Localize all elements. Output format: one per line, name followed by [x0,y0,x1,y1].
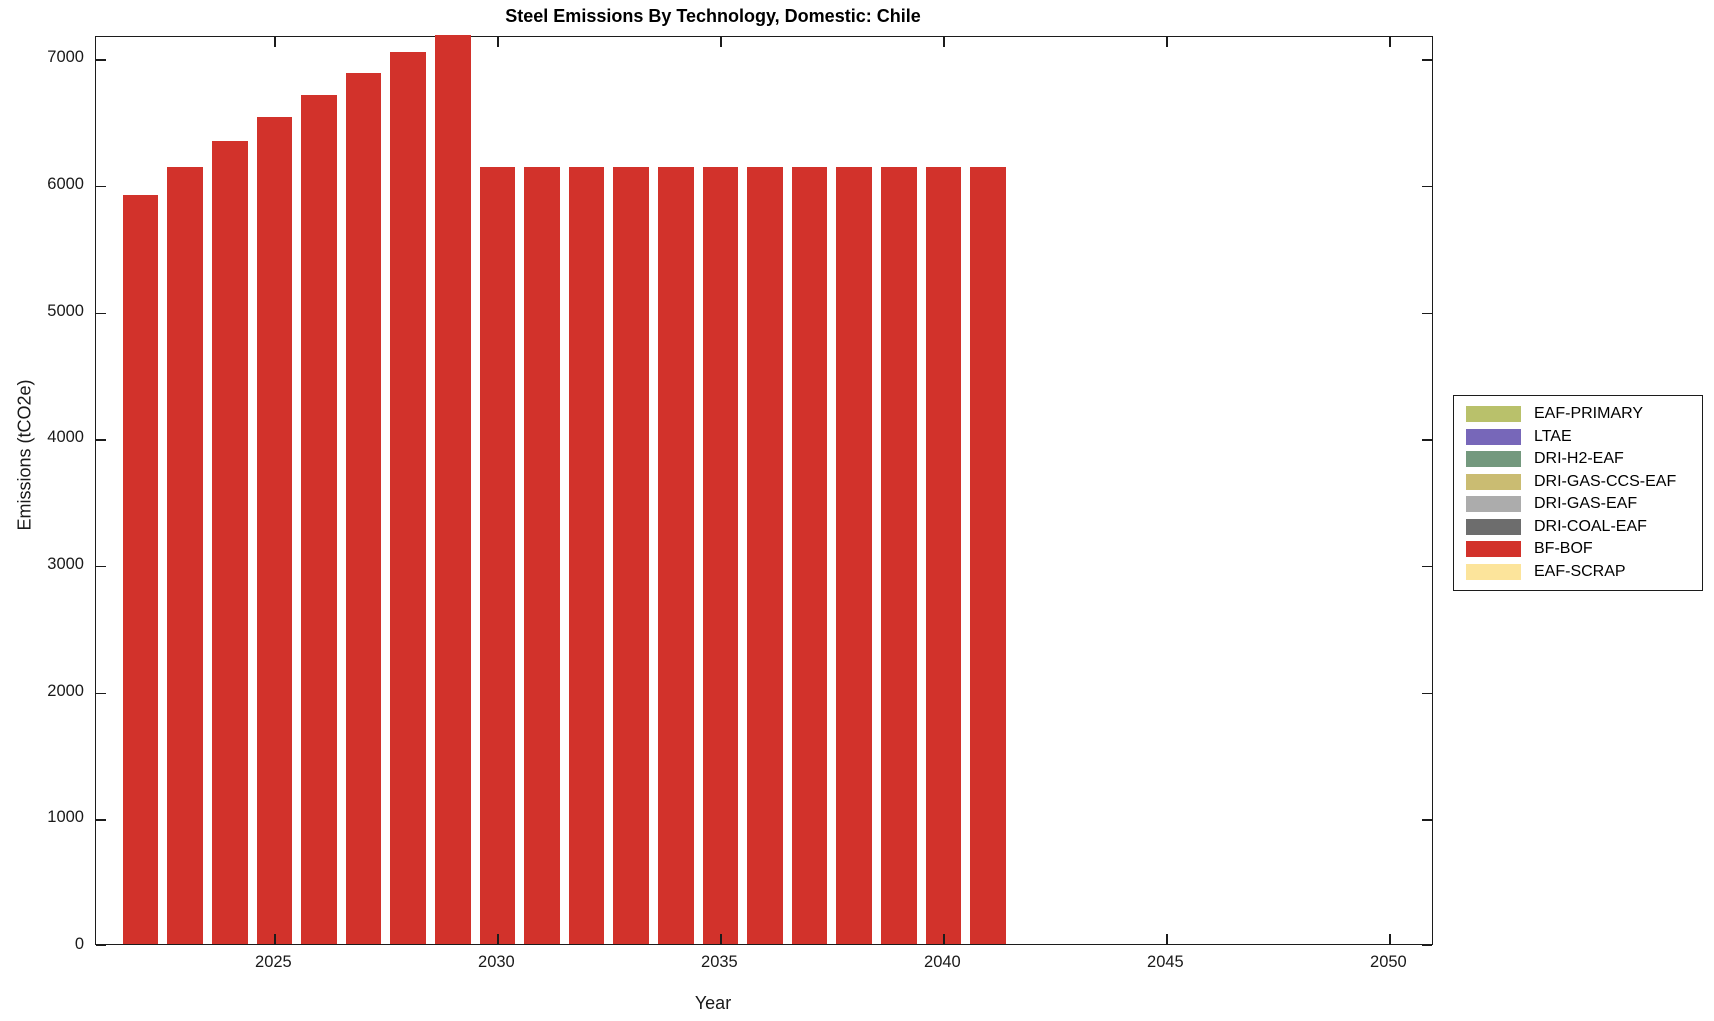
x-tick-label: 2040 [924,953,961,971]
legend-label: DRI-GAS-EAF [1534,495,1638,513]
bar-bf-bof-2022 [122,195,159,944]
legend-item-dri-h2-eaf: DRI-H2-EAF [1466,450,1702,468]
bar-bf-bof-2027 [345,73,382,944]
bar-bf-bof-2028 [390,52,427,944]
y-tick-mark-right [1422,312,1432,315]
bar-bf-bof-2025 [256,116,293,944]
y-tick-mark-left [96,439,106,441]
y-tick-mark-left [96,692,106,695]
plot-area [95,35,1433,946]
bar-bf-bof-2031 [524,167,560,944]
bar-bf-bof-2029 [435,35,471,944]
y-tick-label: 7000 [47,48,84,67]
y-tick-label: 4000 [47,428,84,447]
legend-item-eaf-primary: EAF-PRIMARY [1466,405,1702,423]
y-tick-mark-right [1422,944,1432,946]
x-tick-label: 2025 [255,953,292,971]
legend-swatch-dri-gas-ccs-eaf [1466,473,1521,490]
y-tick-mark-left [96,185,106,188]
legend: EAF-PRIMARY LTAE DRI-H2-EAF DRI-GAS-CCS-EAF… [1453,395,1703,591]
bar-bf-bof-2040 [925,167,962,944]
legend-swatch-bf-bof [1466,541,1521,558]
bar-bf-bof-2035 [702,167,739,944]
legend-item-ltae: LTAE [1466,427,1702,446]
legend-swatch-eaf-scrap [1466,563,1521,580]
legend-label: LTAE [1534,427,1572,445]
bar-bf-bof-2026 [301,94,337,944]
y-tick-label: 0 [74,935,84,953]
legend-label: BF-BOF [1534,540,1593,558]
x-tick-mark-top [497,37,499,47]
y-tick-mark-right [1422,185,1432,188]
y-tick-mark-left [96,312,106,315]
x-tick-mark-top [720,37,722,47]
bar-bf-bof-2036 [747,167,783,944]
bar-bf-bof-2037 [791,167,828,944]
legend-label: EAF-PRIMARY [1534,405,1644,423]
legend-swatch-dri-gas-eaf [1466,496,1521,513]
y-tick-mark-left [96,59,106,61]
bar-bf-bof-2038 [836,167,873,944]
bar-bf-bof-2033 [613,167,650,944]
bar-bf-bof-2030 [479,167,516,944]
legend-item-bf-bof: BF-BOF [1466,540,1702,558]
x-tick-label: 2050 [1370,953,1407,971]
y-tick-label: 3000 [47,554,84,573]
legend-swatch-dri-coal-eaf [1466,518,1521,535]
chart-title: Steel Emissions By Technology, Domestic:… [505,6,921,26]
x-tick-label: 2035 [701,953,738,971]
y-tick-mark-right [1422,565,1432,568]
y-tick-mark-right [1422,59,1432,61]
x-tick-mark-top [1166,37,1168,47]
bar-bf-bof-2039 [881,167,917,944]
legend-label: DRI-H2-EAF [1534,450,1624,468]
y-tick-mark-right [1422,439,1432,441]
legend-swatch-ltae [1466,428,1521,445]
bar-bf-bof-2024 [212,141,248,944]
legend-swatch-eaf-primary [1466,406,1521,423]
y-tick-mark-right [1422,819,1432,821]
y-tick-mark-left [96,819,106,821]
legend-item-eaf-scrap: EAF-SCRAP [1466,562,1702,581]
x-tick-mark-bottom [274,934,276,944]
x-tick-mark-bottom [1389,934,1391,944]
legend-item-dri-coal-eaf: DRI-COAL-EAF [1466,517,1702,536]
x-tick-mark-bottom [1166,934,1168,944]
y-tick-mark-right [1422,692,1432,695]
legend-item-dri-gas-eaf: DRI-GAS-EAF [1466,495,1702,513]
bar-bf-bof-2041 [970,167,1006,944]
x-tick-mark-bottom [720,934,722,944]
y-tick-label: 1000 [47,808,84,827]
x-tick-label: 2030 [478,953,515,971]
x-tick-mark-bottom [943,934,945,944]
legend-swatch-dri-h2-eaf [1466,451,1521,468]
bar-bf-bof-2032 [568,167,605,944]
x-tick-label: 2045 [1147,953,1184,971]
y-tick-label: 5000 [47,301,84,320]
y-tick-mark-left [96,565,106,568]
x-tick-mark-top [274,37,276,47]
x-axis-label: Year [694,993,732,1013]
y-tick-label: 6000 [47,174,84,193]
x-tick-mark-top [1389,37,1391,47]
legend-label: EAF-SCRAP [1534,562,1626,580]
bar-bf-bof-2034 [658,167,694,944]
x-tick-mark-top [943,37,945,47]
legend-label: DRI-COAL-EAF [1534,517,1647,535]
legend-label: DRI-GAS-CCS-EAF [1534,472,1677,490]
bar-bf-bof-2023 [167,167,204,944]
x-tick-mark-bottom [497,934,499,944]
y-tick-label: 2000 [47,681,84,700]
legend-item-dri-gas-ccs-eaf: DRI-GAS-CCS-EAF [1466,472,1702,491]
y-tick-mark-left [96,944,106,946]
y-axis-label: Emissions (tCO2e) [14,379,35,531]
